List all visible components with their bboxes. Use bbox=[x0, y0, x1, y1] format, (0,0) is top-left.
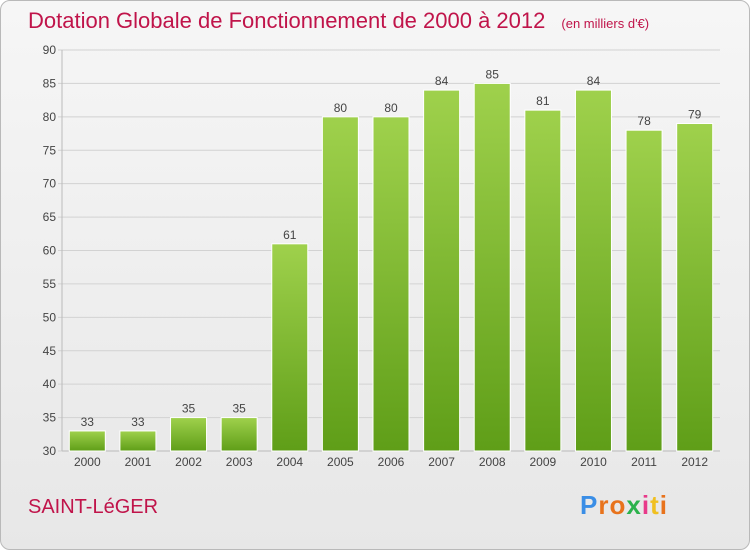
x-tick-label-2010: 2010 bbox=[580, 455, 607, 469]
bar-2002 bbox=[170, 417, 208, 452]
proxiti-logo: Proxiti bbox=[580, 490, 668, 521]
bar-2005 bbox=[321, 116, 359, 452]
data-label-2006: 80 bbox=[384, 101, 398, 115]
y-tick-label: 55 bbox=[43, 277, 57, 291]
logo-letter: r bbox=[598, 490, 610, 520]
data-label-2008: 85 bbox=[486, 67, 500, 81]
x-tick-label-2007: 2007 bbox=[428, 455, 455, 469]
x-tick-label-2008: 2008 bbox=[479, 455, 506, 469]
bar-2006 bbox=[372, 116, 410, 452]
data-label-2012: 79 bbox=[688, 108, 702, 122]
bar-2009 bbox=[524, 109, 562, 452]
y-tick-labels: 30 35 40 45 50 55 60 65 70 75 80 85 90 bbox=[43, 43, 57, 458]
y-tick-label: 40 bbox=[43, 377, 57, 391]
bar-2004 bbox=[271, 243, 309, 452]
y-tick-label: 70 bbox=[43, 177, 57, 191]
y-tick-label: 75 bbox=[43, 143, 57, 157]
bar-2001 bbox=[119, 430, 157, 452]
bar-2012 bbox=[676, 123, 714, 452]
logo-letter: i bbox=[659, 490, 668, 520]
y-tick-label: 80 bbox=[43, 110, 57, 124]
y-tick-label: 85 bbox=[43, 76, 57, 90]
x-tick-label-2006: 2006 bbox=[378, 455, 405, 469]
title-text: Dotation Globale de Fonctionnement de 20… bbox=[28, 8, 546, 33]
data-label-2005: 80 bbox=[334, 101, 348, 115]
y-tick-label: 45 bbox=[43, 344, 57, 358]
data-label-2000: 33 bbox=[81, 415, 95, 429]
data-labels: 33 33 35 35 61 80 80 84 85 81 84 78 79 bbox=[81, 67, 702, 429]
data-label-2010: 84 bbox=[587, 74, 601, 88]
place-name: SAINT-LéGER bbox=[28, 496, 159, 518]
x-tick-label-2012: 2012 bbox=[681, 455, 708, 469]
data-label-2001: 33 bbox=[131, 415, 145, 429]
x-tick-label-2003: 2003 bbox=[226, 455, 253, 469]
bar-2008 bbox=[473, 82, 511, 452]
data-label-2011: 78 bbox=[637, 114, 651, 128]
bar-2011 bbox=[625, 129, 663, 452]
y-tick-label: 50 bbox=[43, 310, 57, 324]
logo-letter: x bbox=[626, 490, 642, 520]
chart-title: Dotation Globale de Fonctionnement de 20… bbox=[28, 8, 649, 34]
x-tick-label-2009: 2009 bbox=[529, 455, 556, 469]
x-tick-label-2005: 2005 bbox=[327, 455, 354, 469]
x-tick-label-2000: 2000 bbox=[74, 455, 101, 469]
x-tick-label-2004: 2004 bbox=[276, 455, 303, 469]
y-tick-label: 60 bbox=[43, 244, 57, 258]
chart-subtitle: (en milliers d'€) bbox=[561, 16, 650, 31]
data-label-2004: 61 bbox=[283, 228, 297, 242]
data-label-2003: 35 bbox=[232, 402, 246, 416]
logo-letter: o bbox=[609, 490, 627, 520]
logo-letter: t bbox=[650, 490, 660, 520]
logo-letter: i bbox=[641, 490, 651, 520]
data-label-2002: 35 bbox=[182, 402, 196, 416]
data-label-2007: 84 bbox=[435, 74, 449, 88]
x-tick-label-2002: 2002 bbox=[175, 455, 202, 469]
y-tick-label: 90 bbox=[43, 43, 57, 57]
x-tick-label-2001: 2001 bbox=[125, 455, 152, 469]
bar-2000 bbox=[68, 430, 106, 452]
bars bbox=[68, 82, 714, 452]
bar-2010 bbox=[574, 89, 612, 452]
y-tick-label: 65 bbox=[43, 210, 57, 224]
y-tick-label: 30 bbox=[43, 444, 57, 458]
x-tick-labels: 2000 2001 2002 2003 2004 2005 2006 2007 2008 2009… bbox=[74, 455, 708, 469]
data-label-2009: 81 bbox=[536, 94, 550, 108]
bar-2007 bbox=[423, 89, 461, 452]
bar-2003 bbox=[220, 417, 258, 452]
logo-letter: P bbox=[580, 490, 599, 520]
x-tick-label-2011: 2011 bbox=[631, 455, 657, 469]
y-tick-label: 35 bbox=[43, 411, 57, 425]
